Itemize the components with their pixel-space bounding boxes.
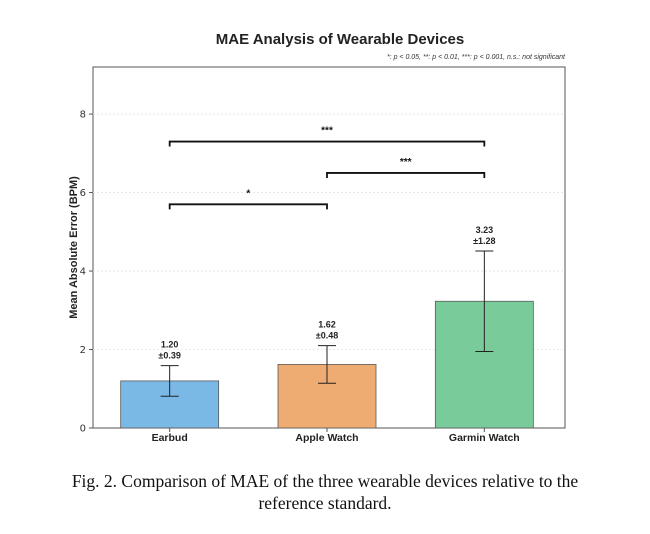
- significance-label: ***: [400, 157, 412, 168]
- y-tick-label: 8: [80, 110, 86, 121]
- significance-bracket: [168, 203, 328, 210]
- error-label: ±0.48: [316, 331, 338, 341]
- significance-label: *: [246, 188, 250, 199]
- y-tick-label: 6: [80, 188, 86, 199]
- chart-title: MAE Analysis of Wearable Devices: [216, 31, 464, 48]
- significance-label: ***: [321, 126, 333, 137]
- significance-brackets: *******: [168, 126, 486, 210]
- error-label: ±1.28: [473, 236, 495, 246]
- error-label: ±0.39: [158, 351, 180, 361]
- y-tick-label: 2: [80, 345, 86, 356]
- value-label: 1.62: [318, 320, 336, 330]
- x-tick-label: Garmin Watch: [449, 432, 520, 444]
- value-label: 3.23: [476, 225, 494, 235]
- axis-ticks: 0 2 4 6 8 Earbud Apple Watch Garmin Watch: [80, 110, 520, 444]
- value-label: 1.20: [161, 340, 179, 350]
- significance-bracket: [326, 172, 486, 178]
- bars: 1.20±0.39 1.62±0.48 3.23±1.28: [120, 225, 534, 429]
- x-tick-label: Apple Watch: [295, 432, 358, 444]
- y-axis-label: Mean Absolute Error (BPM): [68, 176, 80, 319]
- caption-line-2: reference standard.: [258, 493, 392, 513]
- caption-line-1: Fig. 2. Comparison of MAE of the three w…: [71, 471, 579, 491]
- x-tick-label: Earbud: [152, 432, 188, 444]
- y-tick-label: 0: [80, 424, 86, 435]
- significance-bracket: [168, 140, 486, 147]
- figure-caption: Fig. 2. Comparison of MAE of the three w…: [0, 470, 650, 514]
- significance-legend: *: p < 0.05, **: p < 0.01, ***: p < 0.00…: [387, 54, 566, 61]
- y-tick-label: 4: [80, 267, 86, 278]
